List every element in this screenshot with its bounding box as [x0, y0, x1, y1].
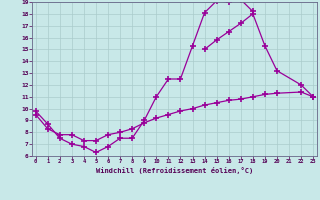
X-axis label: Windchill (Refroidissement éolien,°C): Windchill (Refroidissement éolien,°C)	[96, 167, 253, 174]
